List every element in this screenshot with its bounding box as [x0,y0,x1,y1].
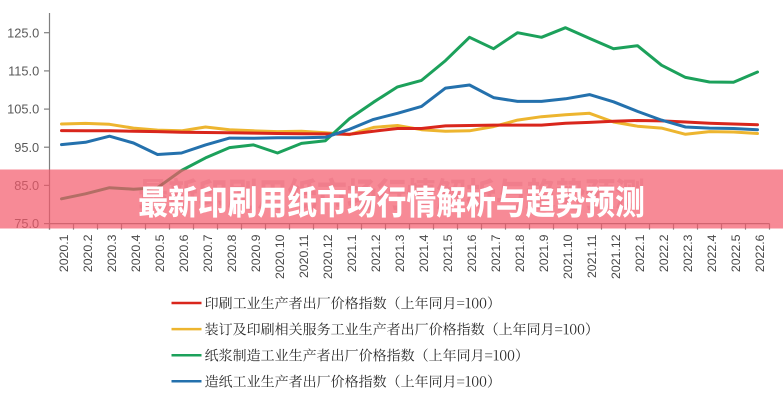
svg-text:2020.4: 2020.4 [129,234,143,272]
svg-text:2022.5: 2022.5 [729,234,743,272]
svg-text:125.0: 125.0 [7,25,39,40]
svg-text:2021.3: 2021.3 [393,234,407,272]
svg-text:2021.9: 2021.9 [537,234,551,272]
svg-text:105.0: 105.0 [7,102,39,117]
svg-text:2020.8: 2020.8 [225,234,239,272]
svg-text:2021.2: 2021.2 [369,234,383,272]
svg-text:2020.6: 2020.6 [177,234,191,272]
svg-text:2020.10: 2020.10 [273,234,287,279]
svg-text:2020.9: 2020.9 [249,234,263,272]
svg-text:2020.11: 2020.11 [297,234,311,278]
svg-text:2020.7: 2020.7 [201,234,215,272]
svg-text:2021.8: 2021.8 [513,234,527,272]
svg-text:2022.2: 2022.2 [657,234,671,272]
svg-text:2021.7: 2021.7 [489,234,503,272]
svg-text:2022.6: 2022.6 [753,234,767,272]
svg-text:2021.12: 2021.12 [609,234,623,279]
svg-text:95.0: 95.0 [14,140,39,155]
svg-text:2020.5: 2020.5 [153,234,167,272]
svg-text:2021.11: 2021.11 [585,234,599,278]
svg-text:2020.1: 2020.1 [57,234,71,272]
svg-text:2022.4: 2022.4 [705,234,719,272]
svg-text:2022.3: 2022.3 [681,234,695,272]
svg-text:2021.4: 2021.4 [417,234,431,272]
svg-text:2020.12: 2020.12 [321,234,335,279]
svg-text:115.0: 115.0 [8,64,39,79]
svg-text:2020.3: 2020.3 [105,234,119,272]
svg-text:2020.2: 2020.2 [81,234,95,272]
svg-text:2021.10: 2021.10 [561,234,575,279]
svg-text:2021.5: 2021.5 [441,234,455,272]
svg-text:2022.1: 2022.1 [633,234,647,272]
svg-text:2021.1: 2021.1 [345,234,359,272]
svg-text:2021.6: 2021.6 [465,234,479,272]
